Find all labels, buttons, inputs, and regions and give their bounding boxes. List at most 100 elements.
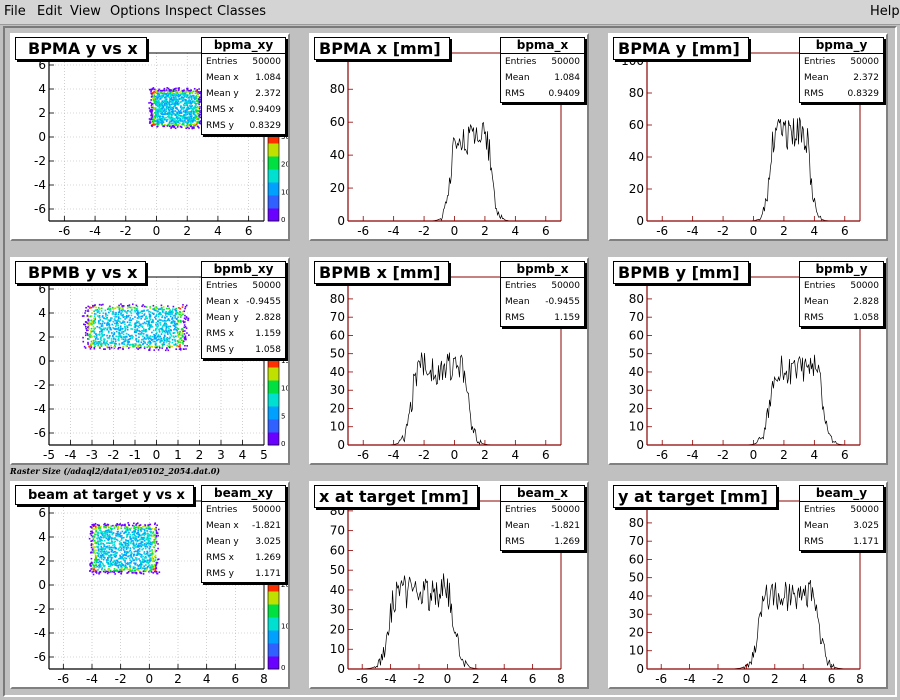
bpmb_xy-point: [183, 317, 186, 320]
beam_xy-point: [118, 564, 121, 566]
beam_xy-palette-cell: [268, 584, 279, 589]
bpmb_y-stat-value: 1.058: [853, 313, 879, 323]
beam_xy-point: [138, 539, 141, 541]
bpmb_xy-point: [114, 313, 116, 316]
bpmb_xy-point: [90, 340, 93, 343]
bpma_xy-point: [156, 94, 159, 96]
bpmb_xy-point: [141, 315, 144, 318]
bpmb_xy-point: [159, 313, 161, 316]
bpmb_xy-point: [134, 344, 136, 347]
bpmb_xy-point: [115, 335, 118, 338]
beam_xy-point: [108, 554, 110, 557]
beam_xy-point: [137, 526, 140, 528]
bpmb_xy-point: [176, 342, 179, 345]
menu-view[interactable]: View: [70, 4, 101, 19]
bpmb_xy-point: [185, 327, 188, 330]
bpmb_xy-point: [132, 317, 134, 320]
bpma_xy-point: [183, 93, 185, 96]
bpmb_xy-z-tick-label: 5: [281, 412, 285, 420]
bpma_xy-point: [186, 122, 189, 125]
pad-bpmb_x[interactable]: -6-4-202460102030405060708090BPMB x [mm]…: [309, 257, 589, 465]
bpmb_xy-point: [125, 344, 128, 347]
bpma_xy-point: [177, 117, 179, 120]
bpmb_xy-point: [122, 336, 124, 338]
beam_xy-point: [103, 565, 105, 568]
menu-options[interactable]: Options: [110, 4, 161, 19]
bpmb_xy-point: [173, 331, 176, 334]
bpma_xy-point: [186, 110, 189, 113]
bpma_xy-x-tick-label: -6: [58, 224, 70, 238]
bpma_xy-y-tick-label: 2: [38, 106, 46, 120]
beam_xy-point: [142, 573, 145, 575]
bpma_x-stats-row: RMS 0.9409: [501, 86, 584, 102]
bpmb_xy-point: [174, 325, 176, 328]
bpma_xy-point: [156, 102, 159, 104]
beam_xy-point: [113, 541, 115, 544]
bpma_xy-point: [185, 114, 187, 117]
bpma_xy-point: [190, 112, 193, 115]
menu-file[interactable]: File: [4, 4, 26, 19]
beam_xy-point: [150, 553, 153, 556]
beam_xy-point: [131, 557, 134, 560]
bpma_xy-point: [194, 102, 196, 105]
bpmb_xy-point: [164, 323, 167, 325]
beam_xy-point: [143, 557, 146, 559]
beam_xy-point: [125, 546, 128, 549]
bpma_xy-point: [150, 111, 153, 114]
menu-edit[interactable]: Edit: [37, 4, 63, 19]
bpma_xy-point: [196, 90, 198, 93]
bpma_xy-point: [198, 98, 201, 100]
bpmb_xy-point: [184, 318, 187, 321]
beam_xy-point: [127, 571, 129, 574]
bpma_y-stats-row: RMS 0.8329: [800, 86, 883, 102]
pad-bpma_y[interactable]: -6 -4 -2 0 2 4 6 0 20 40 60 80 100 BPMA y [mm] bpma_y E…: [608, 33, 888, 241]
beam_xy-point: [147, 532, 149, 535]
pad-beam_y[interactable]: -6-4-2024680102030405060708090y at targe…: [608, 481, 888, 689]
bpmb_xy-point: [85, 329, 88, 332]
bpma_x-stats-row: Mean 1.084: [501, 70, 584, 86]
bpma_xy-point: [160, 119, 163, 122]
beam_xy-point: [153, 570, 156, 573]
beam_xy-point: [135, 568, 138, 571]
beam_xy-point: [144, 553, 146, 555]
beam_xy-point: [146, 537, 148, 540]
beam_xy-point: [119, 568, 121, 571]
bpma_xy-palette-cell: [268, 149, 279, 154]
beam_xy-point: [122, 546, 125, 549]
beam_xy-point: [138, 567, 140, 570]
bpmb_xy-point: [121, 307, 124, 309]
bpma_xy-point: [165, 120, 168, 122]
bpmb_xy-point: [161, 328, 163, 330]
menu-classes[interactable]: Classes: [217, 4, 266, 19]
beam_xy-point: [89, 562, 92, 565]
bpmb_xy-point: [122, 316, 125, 319]
bpma_xy-point: [194, 124, 197, 127]
bpmb_xy-point: [101, 325, 104, 327]
menu-help[interactable]: Help: [870, 4, 900, 19]
beam_xy-point: [126, 527, 129, 530]
beam_xy-palette-cell: [268, 626, 279, 631]
bpmb_xy-point: [154, 329, 157, 332]
bpma_xy-point: [160, 90, 162, 93]
bpmb_xy-point: [178, 321, 180, 323]
beam_xy-point: [123, 565, 126, 568]
bpmb_xy-point: [169, 325, 172, 328]
bpmb_y-stats-box: bpmb_y Entries 50000 Mean 2.828 RMS 1.058: [799, 261, 884, 327]
pad-bpmb_y[interactable]: -6-4-202460102030405060708090BPMB y [mm]…: [608, 257, 888, 465]
bpmb_y-y-tick-label: 0: [636, 438, 644, 452]
beam_xy-point: [129, 538, 132, 540]
bpma_xy-x-tick-label: -4: [89, 224, 101, 238]
beam_xy-point: [118, 533, 121, 536]
beam_xy-point: [137, 567, 139, 570]
beam_xy-point: [152, 546, 155, 548]
menu-inspect[interactable]: Inspect: [165, 4, 213, 19]
beam_xy-point: [133, 533, 135, 536]
beam_xy-point: [143, 552, 145, 555]
bpma_xy-point: [180, 114, 183, 117]
beam_xy-point: [123, 553, 126, 556]
pad-beam_x[interactable]: -6 -4 -2 0 2 4 6 8 0 10 20 30 40 50 60 70 80 x at target …: [309, 481, 589, 689]
